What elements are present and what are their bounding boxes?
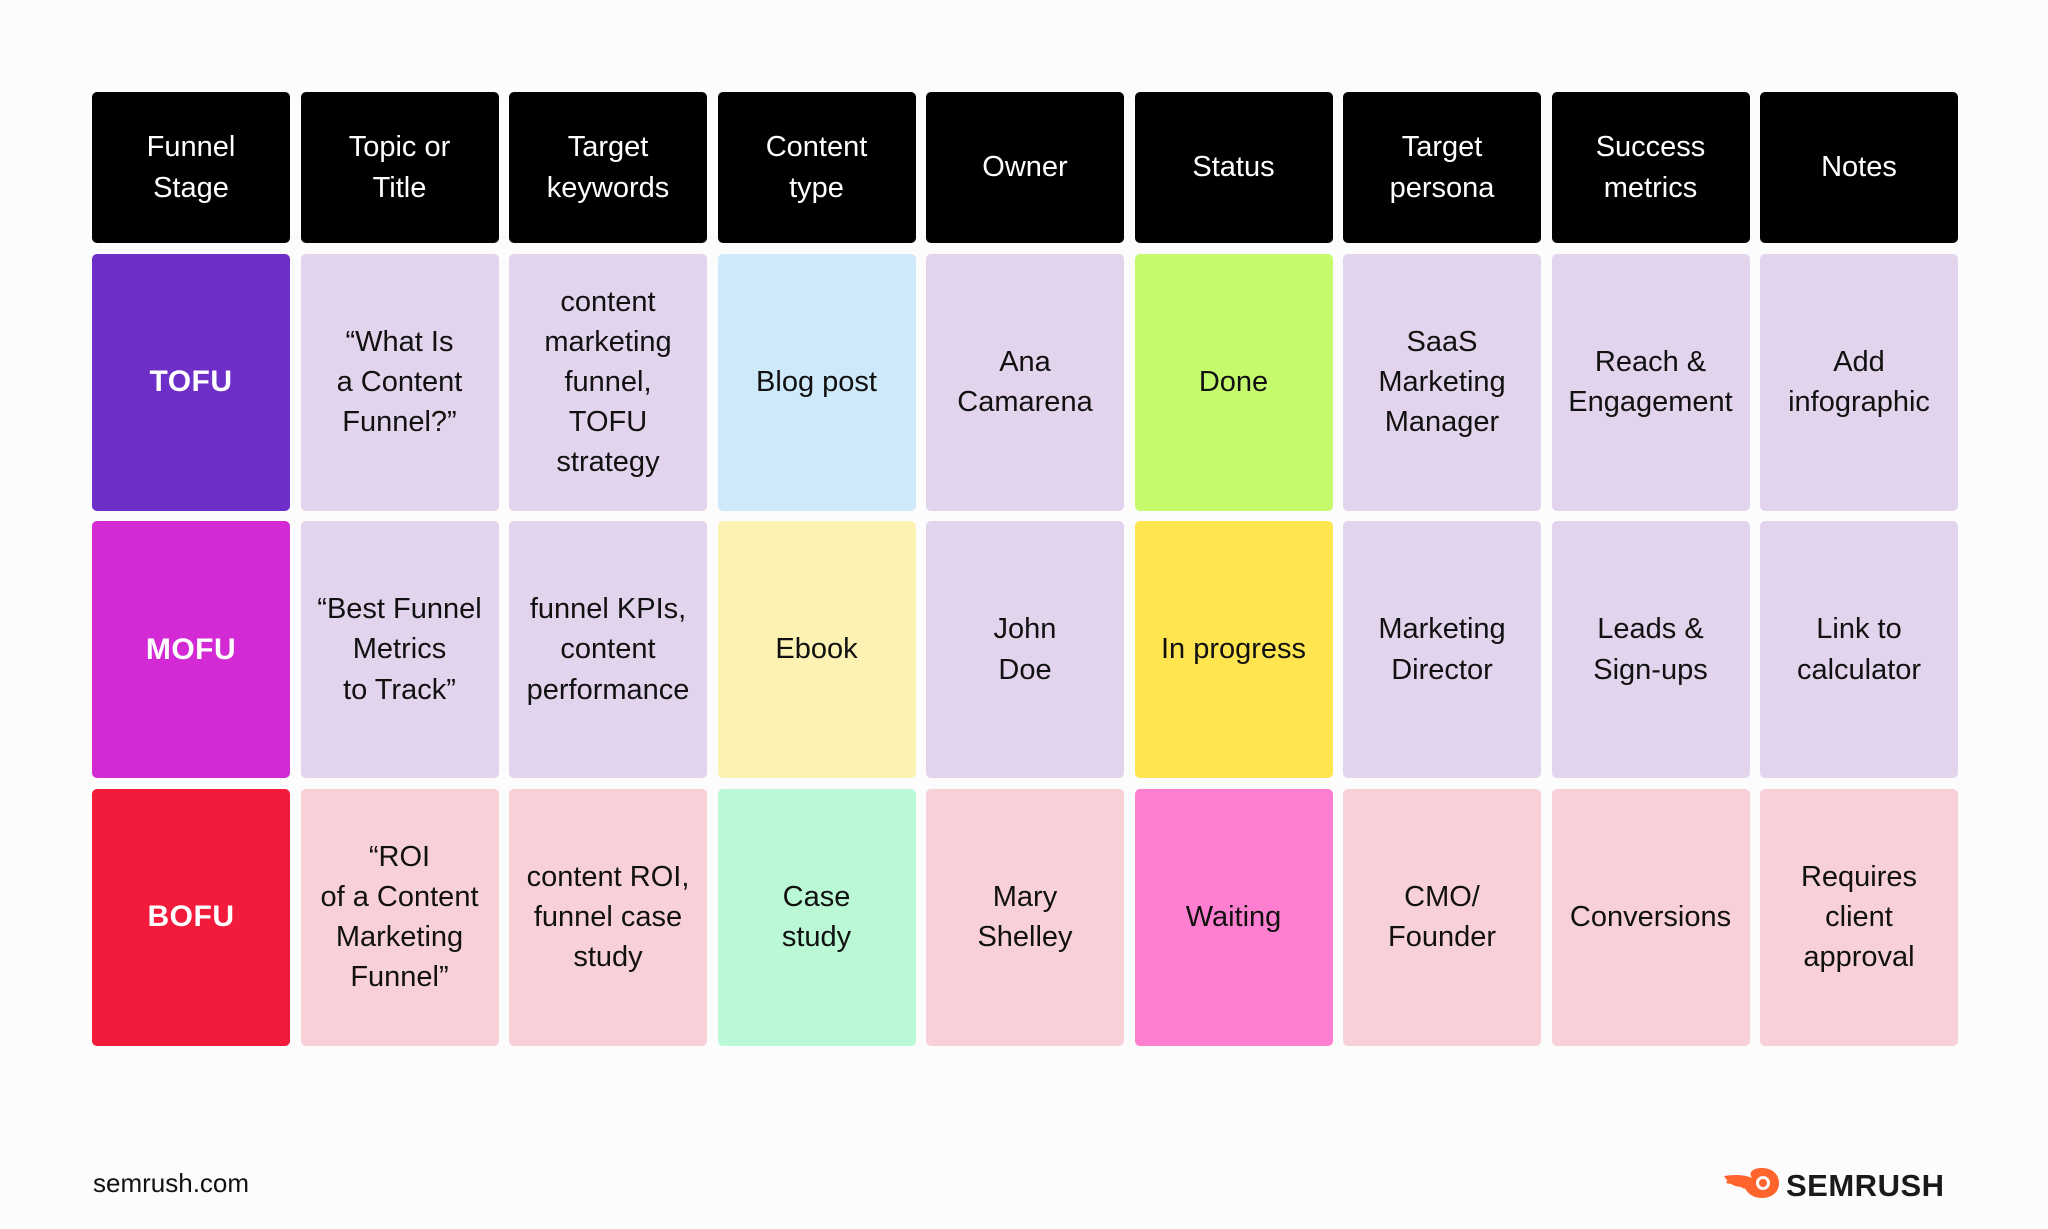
- content-type-cell: Ebook: [717, 521, 916, 778]
- persona-cell: SaaS Marketing Manager: [1343, 253, 1541, 511]
- semrush-wordmark: SEMRUSH: [1786, 1167, 1945, 1203]
- header-content-type: Content type: [717, 92, 916, 243]
- persona-cell: Marketing Director: [1343, 521, 1541, 778]
- keywords-cell: content ROI, funnel case study: [509, 788, 707, 1046]
- content-type-cell: Blog post: [717, 253, 916, 511]
- persona-cell: CMO/ Founder: [1343, 788, 1541, 1046]
- header-topic-or-title: Topic or Title: [300, 92, 499, 243]
- stage-cell-mofu: MOFU: [92, 521, 290, 778]
- header-target-persona: Target persona: [1343, 92, 1541, 243]
- owner-cell: Ana Camarena: [926, 253, 1124, 511]
- topic-cell: “What Is a Content Funnel?”: [300, 253, 499, 511]
- notes-cell: Add infographic: [1760, 253, 1958, 511]
- owner-cell: Mary Shelley: [926, 788, 1124, 1046]
- stage-cell-bofu: BOFU: [92, 788, 290, 1046]
- header-owner: Owner: [926, 92, 1124, 243]
- notes-cell: Requires client approval: [1760, 788, 1958, 1046]
- keywords-cell: funnel KPIs, content performance: [509, 521, 707, 778]
- stage-cell-tofu: TOFU: [92, 253, 290, 511]
- topic-cell: “ROI of a Content Marketing Funnel”: [300, 788, 499, 1046]
- header-funnel-stage: Funnel Stage: [92, 92, 290, 243]
- status-cell-in-progress: In progress: [1134, 521, 1333, 778]
- status-cell-waiting: Waiting: [1134, 788, 1333, 1046]
- metrics-cell: Conversions: [1551, 788, 1750, 1046]
- semrush-logo: SEMRUSH: [1722, 1166, 1945, 1205]
- site-url: semrush.com: [93, 1168, 250, 1198]
- topic-cell: “Best Funnel Metrics to Track”: [300, 521, 499, 778]
- metrics-cell: Leads & Sign-ups: [1551, 521, 1750, 778]
- header-status: Status: [1134, 92, 1333, 243]
- owner-cell: John Doe: [926, 521, 1124, 778]
- status-cell-done: Done: [1134, 253, 1333, 511]
- semrush-fireball-icon: [1722, 1166, 1780, 1205]
- notes-cell: Link to calculator: [1760, 521, 1958, 778]
- header-success-metrics: Success metrics: [1551, 92, 1750, 243]
- keywords-cell: content marketing funnel, TOFU strategy: [509, 253, 707, 511]
- content-funnel-table: Funnel Stage Topic or Title Target keywo…: [92, 92, 1958, 1046]
- content-type-cell: Case study: [717, 788, 916, 1046]
- metrics-cell: Reach & Engagement: [1551, 253, 1750, 511]
- header-target-keywords: Target keywords: [509, 92, 707, 243]
- header-notes: Notes: [1760, 92, 1958, 243]
